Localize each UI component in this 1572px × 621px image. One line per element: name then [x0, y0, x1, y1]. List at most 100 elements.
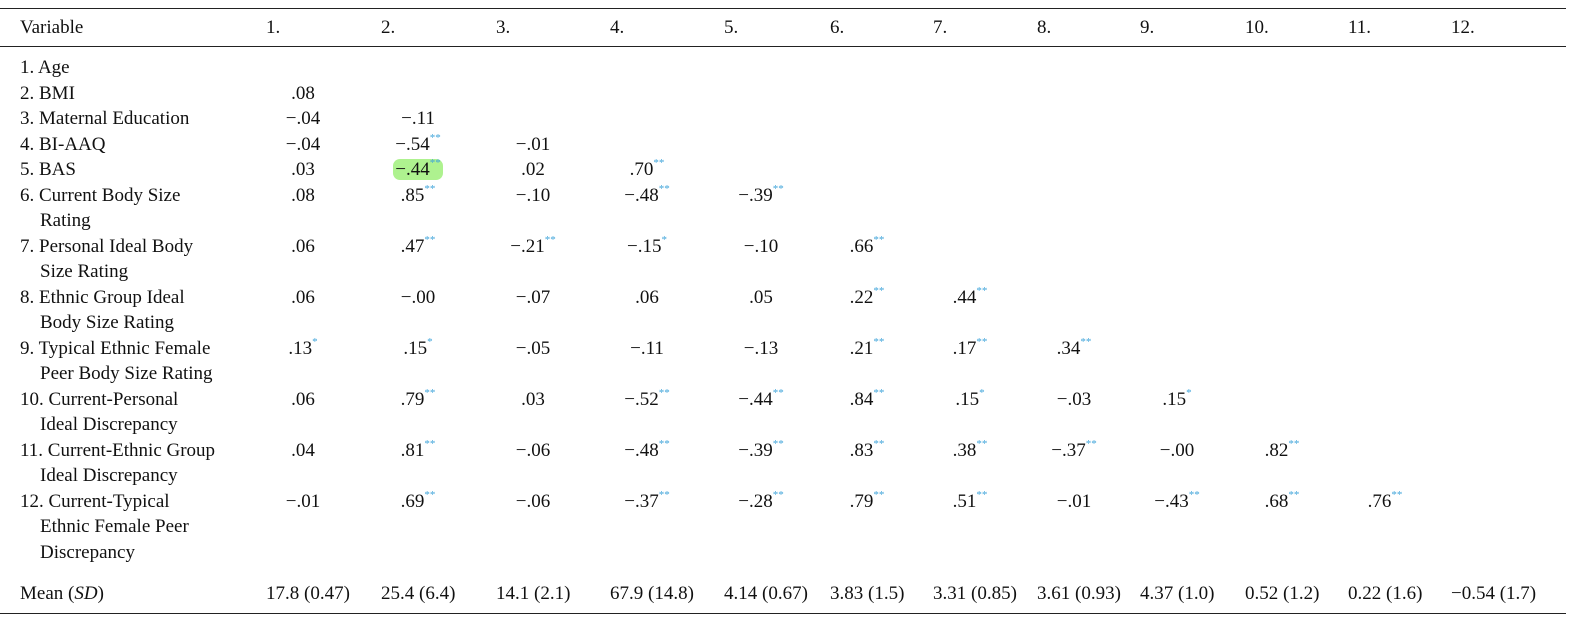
- cell-value: .03: [496, 387, 570, 413]
- coefficient-text: −.48: [624, 439, 659, 461]
- table-cell: [1245, 47, 1348, 81]
- table-cell: [1451, 183, 1566, 234]
- coefficient: .66**: [848, 233, 887, 257]
- table-cell: [610, 47, 724, 81]
- coefficient: .79**: [848, 489, 887, 512]
- table-cell: [381, 81, 496, 107]
- coefficient: .06: [289, 389, 317, 410]
- cell-value: .06: [610, 285, 684, 311]
- coefficient: .47**: [399, 234, 438, 257]
- significance: **: [772, 182, 784, 195]
- cell-value: .85**: [381, 183, 455, 209]
- table-cell: [1140, 47, 1245, 81]
- coefficient-text: .04: [291, 439, 315, 461]
- coefficient: −.15*: [625, 234, 669, 257]
- coefficient-text: .79: [400, 388, 425, 410]
- table-cell: [1037, 234, 1140, 285]
- cell-value: −.01: [266, 489, 340, 515]
- label-line: Ideal Discrepancy: [40, 465, 178, 486]
- significance: **: [658, 437, 670, 450]
- column-header: 4.: [610, 8, 724, 47]
- significance: **: [1288, 437, 1300, 450]
- coefficient-text: .76: [1367, 490, 1392, 512]
- cell-value: .84**: [830, 387, 904, 413]
- column-header: 9.: [1140, 8, 1245, 47]
- table-cell: [1037, 183, 1140, 234]
- table-cell: [1037, 285, 1140, 336]
- label-line: 8. Ethnic Group Ideal: [20, 286, 185, 308]
- coefficient-text: −.44: [738, 388, 773, 410]
- table-cell: −.54**: [381, 132, 496, 158]
- coefficient: −.37**: [1049, 438, 1098, 461]
- cell-value: .17**: [933, 336, 1007, 362]
- coefficient: .68**: [1263, 489, 1302, 512]
- significance: **: [873, 233, 885, 246]
- table-cell: [381, 47, 496, 81]
- cell-value: −.04: [266, 106, 340, 132]
- table-row: 9. Typical Ethnic Female Peer Body Size R…: [0, 336, 1566, 387]
- coefficient-text: .08: [291, 82, 315, 104]
- header-row: Variable 1. 2. 3. 4. 5. 6. 7. 8. 9. 10. 11. 12.: [0, 8, 1566, 47]
- cell-value: −.48**: [610, 183, 684, 209]
- coefficient: −.44**: [736, 387, 785, 410]
- table-cell: [933, 47, 1037, 81]
- table-cell: .22**: [830, 285, 933, 336]
- cell-value: −.00: [1140, 438, 1214, 464]
- coefficient-text: −.01: [285, 490, 321, 512]
- table-cell: [1037, 157, 1140, 183]
- cell-value: −.37**: [1037, 438, 1111, 464]
- cell-value: .15*: [381, 336, 455, 362]
- coefficient-text: −.37: [624, 490, 659, 512]
- table-cell: [1348, 438, 1451, 489]
- mean-cell: 0.22 (1.6): [1348, 583, 1423, 604]
- label-line: Ethnic Female Peer: [40, 516, 189, 537]
- coefficient-text: −.15: [627, 235, 662, 257]
- coefficient: −.39**: [736, 182, 785, 206]
- cell-value: −.21**: [496, 234, 570, 260]
- table-cell: [933, 81, 1037, 107]
- table-cell: [1245, 285, 1348, 336]
- table-cell: −.52**: [610, 387, 724, 438]
- coefficient-text: −.28: [738, 490, 773, 512]
- table-cell: [830, 47, 933, 81]
- column-header: 7.: [933, 8, 1037, 47]
- coefficient: .15*: [953, 387, 986, 410]
- table-cell: .04: [266, 438, 381, 489]
- coefficient-text: −.11: [401, 108, 435, 129]
- coefficient: .69**: [399, 489, 438, 512]
- table-cell: −.06: [496, 438, 610, 489]
- coefficient: −.13: [742, 338, 780, 359]
- cell-value: .83**: [830, 438, 904, 464]
- table-cell: [1348, 47, 1451, 81]
- coefficient: −.06: [514, 440, 552, 461]
- coefficient: −.01: [1055, 491, 1093, 512]
- row-label: 4. BI-AAQ: [0, 132, 266, 158]
- column-header: 6.: [830, 8, 933, 47]
- table-cell: [724, 47, 830, 81]
- coefficient: .83**: [848, 438, 887, 461]
- correlation-table: Variable 1. 2. 3. 4. 5. 6. 7. 8. 9. 10. 11. 12. 1. A…: [0, 8, 1566, 614]
- table-row: 12. Current-Typical Ethnic Female Peer Dis…: [0, 489, 1566, 566]
- table-cell: .02: [496, 157, 610, 183]
- table-cell: −.28**: [724, 489, 830, 566]
- coefficient: .02: [519, 159, 547, 180]
- coefficient-text: −.00: [400, 286, 436, 308]
- label-line: Peer Body Size Rating: [40, 363, 213, 384]
- coefficient-text: −.00: [1159, 439, 1195, 461]
- significance: **: [772, 437, 784, 450]
- coefficient: .22**: [848, 285, 887, 308]
- table-cell: [1037, 132, 1140, 158]
- table-cell: [830, 132, 933, 158]
- row-label: 2. BMI: [0, 81, 266, 107]
- table-cell: .44**: [933, 285, 1037, 336]
- coefficient: −.04: [284, 108, 322, 129]
- significance: **: [658, 386, 670, 399]
- cell-value: −.54**: [381, 132, 455, 158]
- coefficient: .06: [289, 287, 317, 308]
- significance: **: [1188, 488, 1200, 501]
- significance: **: [658, 488, 670, 501]
- table-cell: [1140, 336, 1245, 387]
- coefficient-text: .70: [629, 159, 654, 180]
- coefficient-text: .84: [849, 388, 874, 410]
- label-line: 1. Age: [20, 57, 70, 78]
